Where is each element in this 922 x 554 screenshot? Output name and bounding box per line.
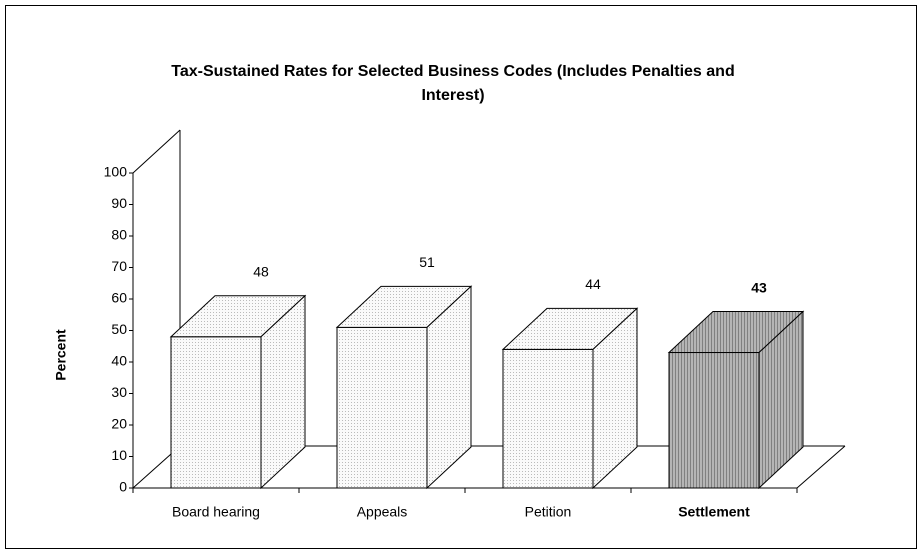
bar-side <box>260 294 306 490</box>
chart-title: Interest) <box>421 87 484 104</box>
x-tick-label: Appeals <box>357 504 408 520</box>
y-tick-label: 50 <box>111 321 127 337</box>
chart-title: Tax-Sustained Rates for Selected Busines… <box>171 63 734 80</box>
y-tick-label: 70 <box>111 258 127 274</box>
value-label: 48 <box>253 264 269 280</box>
y-tick-label: 60 <box>111 290 127 306</box>
bar-front <box>502 348 594 489</box>
bar-front <box>336 326 428 489</box>
x-tick-label: Settlement <box>678 504 750 520</box>
value-label: 43 <box>751 279 767 295</box>
y-tick-label: 90 <box>111 195 127 211</box>
y-tick-label: 10 <box>111 447 127 463</box>
y-tick-label: 100 <box>104 164 128 180</box>
x-tick-label: Board hearing <box>172 504 260 520</box>
x-tick-label: Petition <box>525 504 572 520</box>
y-tick-label: 20 <box>111 416 127 432</box>
y-axis-label: Percent <box>53 329 69 381</box>
bar-side <box>758 310 804 490</box>
frame <box>5 5 917 549</box>
bar-side <box>592 307 638 490</box>
bar-front <box>170 336 262 489</box>
bar-side <box>426 285 472 490</box>
y-tick-label: 30 <box>111 384 127 400</box>
value-label: 51 <box>419 254 435 270</box>
y-tick-label: 80 <box>111 227 127 243</box>
y-tick-label: 0 <box>119 479 127 495</box>
bar-front <box>668 352 760 489</box>
value-label: 44 <box>585 276 601 292</box>
y-tick-label: 40 <box>111 353 127 369</box>
